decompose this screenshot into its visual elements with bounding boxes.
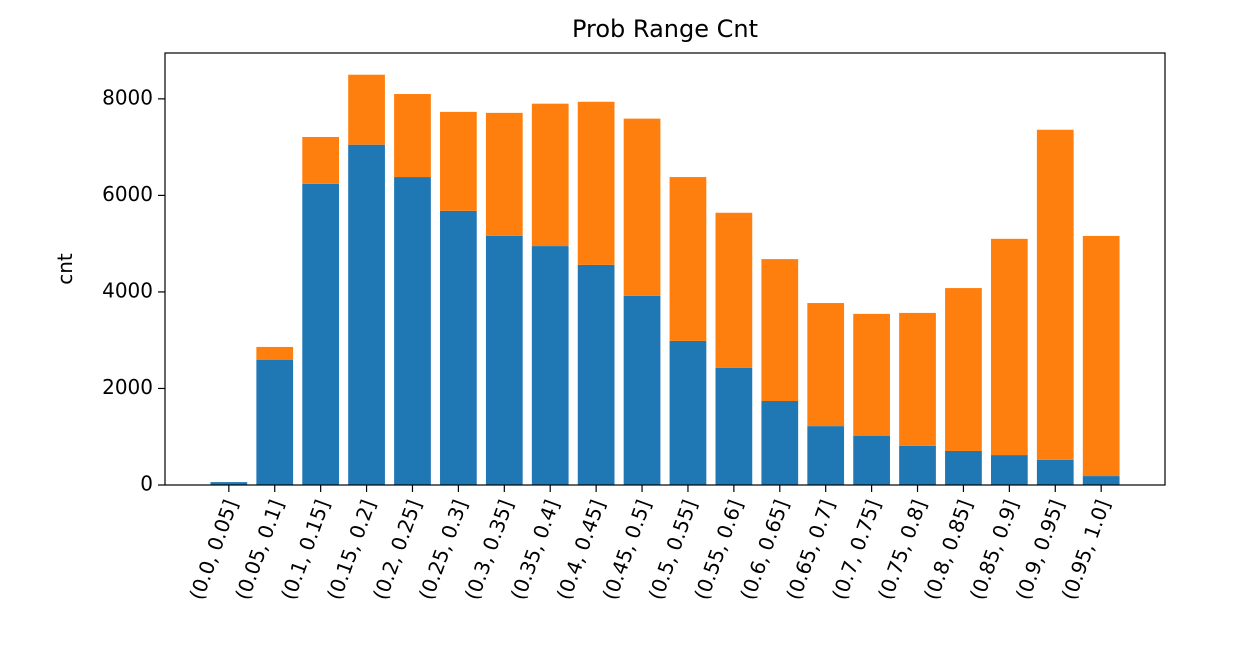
- bar-segment: [945, 288, 982, 451]
- bar-segment: [945, 450, 982, 485]
- bar-segment: [853, 313, 890, 437]
- y-tick-label: 6000: [102, 182, 153, 206]
- bar-segment: [531, 246, 569, 485]
- bar-segment: [1036, 129, 1074, 460]
- bar-segment: [348, 144, 385, 485]
- y-tick-label: 4000: [102, 278, 153, 302]
- bar-segment: [302, 183, 340, 485]
- bar-segment: [761, 259, 799, 402]
- bar-segment: [807, 303, 845, 427]
- bar-segment: [256, 346, 294, 360]
- bar-segment: [990, 238, 1028, 456]
- y-tick-label: 0: [140, 472, 153, 496]
- bar-segment: [440, 111, 477, 211]
- plot-frame: [164, 52, 1166, 486]
- y-tick-label: 8000: [102, 85, 153, 109]
- y-tick-label: 2000: [102, 375, 153, 399]
- bar-segment: [623, 118, 661, 296]
- bar-segment: [1036, 459, 1074, 485]
- bar-segment: [256, 359, 294, 485]
- bar-segment: [1082, 235, 1120, 477]
- bar-segment: [302, 136, 340, 184]
- bar-segment: [485, 112, 523, 236]
- bar-segment: [853, 436, 890, 485]
- y-axis-label: cnt: [53, 253, 77, 285]
- bar-segment: [577, 101, 615, 265]
- bar-segment: [715, 367, 753, 485]
- bar-segment: [531, 103, 569, 247]
- bar-segment: [761, 401, 799, 485]
- bar-segment: [577, 264, 615, 485]
- bar-segment: [348, 74, 385, 145]
- bar-segment: [485, 235, 523, 485]
- bar-segment: [210, 482, 248, 485]
- bar-segment: [440, 210, 477, 486]
- bar-segment: [990, 455, 1028, 485]
- bar-segment: [1082, 476, 1120, 485]
- bar-segment: [715, 212, 753, 368]
- bar-segment: [669, 340, 707, 485]
- bar-segment: [899, 312, 936, 446]
- bar-segment: [623, 295, 661, 485]
- bar-segment: [899, 445, 936, 485]
- bar-segment: [669, 177, 707, 341]
- bar-segment: [394, 94, 431, 178]
- bar-segment: [394, 177, 431, 485]
- chart-title: Prob Range Cnt: [572, 15, 758, 43]
- bar-segment: [807, 426, 845, 485]
